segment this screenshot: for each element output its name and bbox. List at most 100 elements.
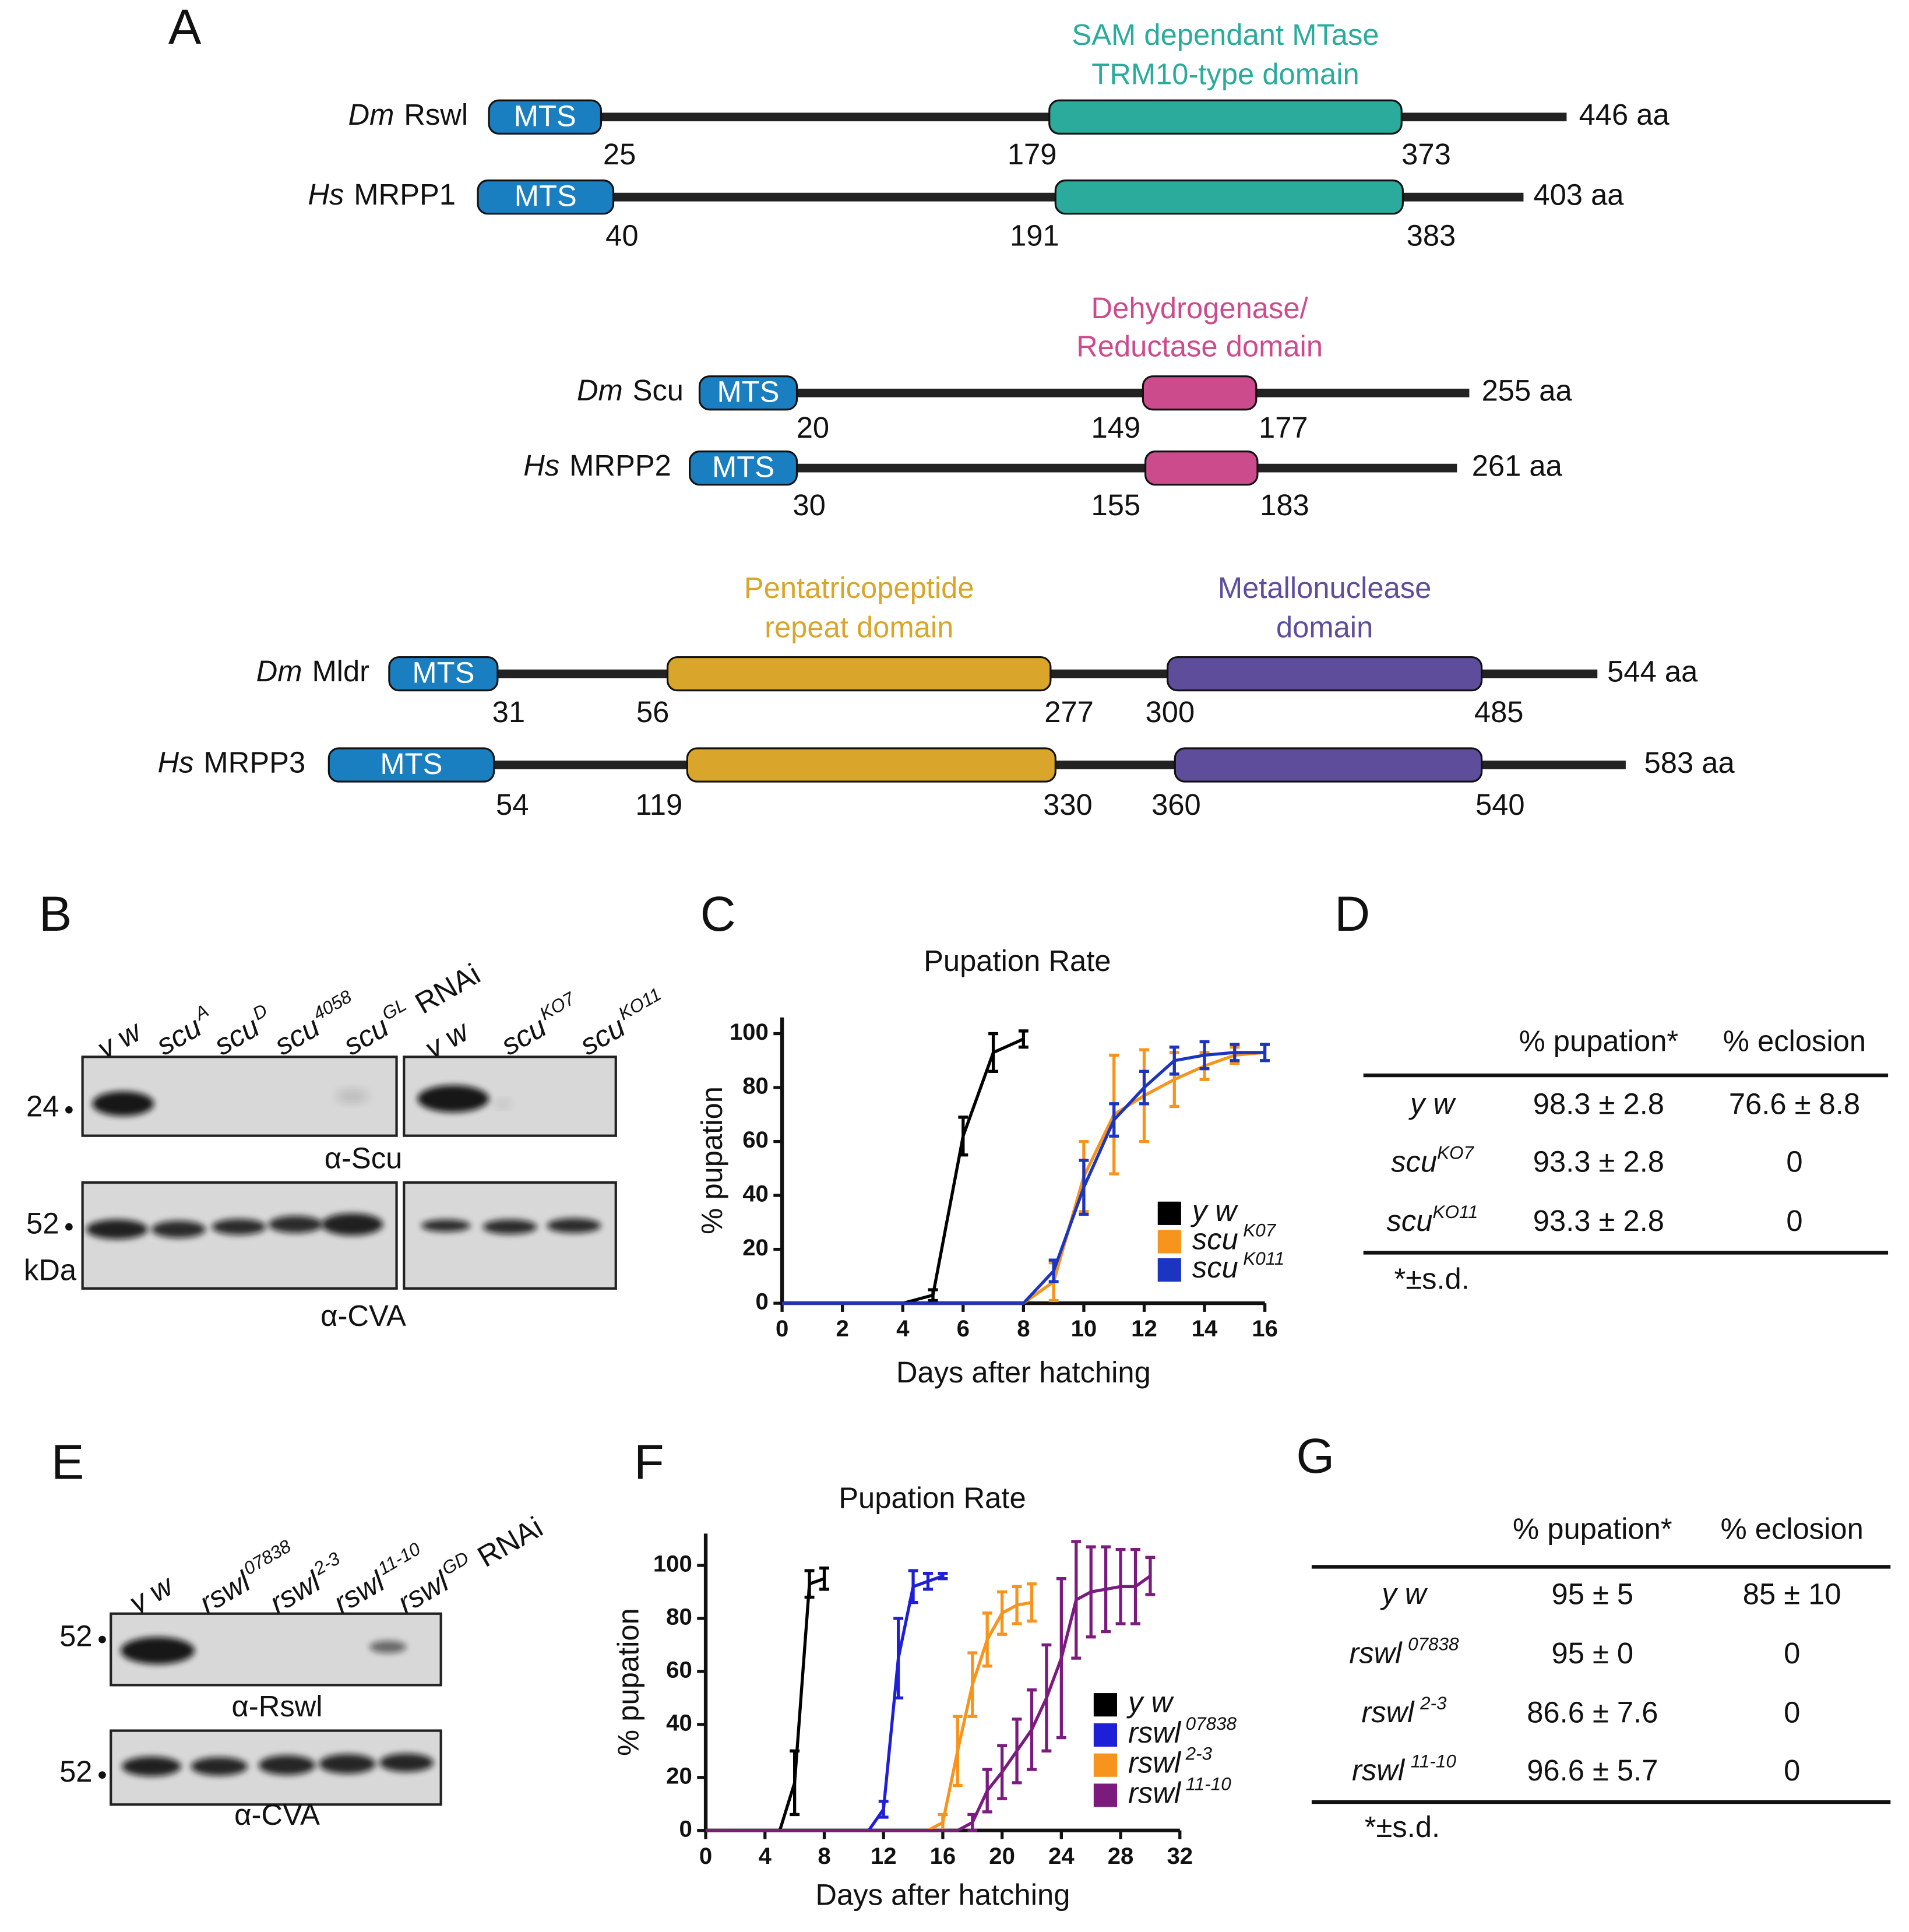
legend-label: scu K011	[1192, 1248, 1284, 1285]
table-footnote: *±s.d.	[1394, 1262, 1470, 1295]
table-footnote: *±s.d.	[1365, 1810, 1440, 1843]
error-bar	[908, 1569, 918, 1604]
blot-band	[417, 1085, 489, 1113]
error-bar	[1079, 1159, 1089, 1216]
error-bar	[819, 1566, 829, 1591]
table-genotype-part: 07838	[1408, 1634, 1459, 1654]
y-tick-label: 0	[679, 1815, 692, 1842]
domain-box	[1142, 375, 1258, 411]
residue-position: 383	[1407, 219, 1456, 252]
table-genotype: y w	[1408, 1087, 1456, 1120]
lane-label-part: 07838	[240, 1536, 295, 1579]
y-tick-label: 40	[742, 1181, 769, 1207]
domain-box	[1167, 656, 1483, 692]
legend-label-part: scu	[1192, 1251, 1238, 1284]
protein-name-part: MRPP1	[354, 178, 456, 212]
mw-dot	[98, 1635, 106, 1644]
domain-box	[1144, 451, 1259, 486]
x-tick-label: 12	[1131, 1315, 1157, 1342]
error-bar	[1199, 1040, 1210, 1071]
domain-title: SAM dependant MTase	[1072, 18, 1379, 51]
mw-marker: 52	[59, 1619, 92, 1652]
y-tick-label: 20	[742, 1234, 769, 1261]
domain-box	[1054, 180, 1404, 215]
error-bar	[1086, 1545, 1096, 1639]
legend-label-part: 07838	[1186, 1713, 1237, 1734]
table-genotype-part: 11-10	[1411, 1751, 1457, 1771]
protein-name: Dm Mldr	[256, 655, 370, 688]
x-tick-label: 8	[818, 1843, 830, 1869]
table-genotype-part: scu	[1391, 1145, 1437, 1178]
mw-dot	[98, 1771, 106, 1779]
table-genotype-part: rswl	[1349, 1637, 1403, 1670]
table-genotype-part: KO11	[1432, 1202, 1478, 1222]
residue-position: 330	[1043, 788, 1093, 821]
protein-name-part: Scu	[633, 374, 684, 407]
x-axis-label: Days after hatching	[896, 1356, 1151, 1389]
chart-title: Pupation Rate	[924, 944, 1111, 977]
residue-position: 485	[1474, 695, 1524, 729]
error-bar	[1101, 1545, 1111, 1634]
series-line	[706, 1574, 943, 1832]
x-tick-label: 20	[989, 1843, 1015, 1869]
legend-swatch	[1093, 1753, 1117, 1777]
blot-band	[92, 1091, 154, 1116]
table-cell: 0	[1784, 1695, 1800, 1729]
x-tick-label: 14	[1192, 1315, 1218, 1342]
legend-swatch	[1157, 1201, 1181, 1225]
table-cell: 95 ± 5	[1551, 1578, 1633, 1611]
blot-band	[321, 1213, 383, 1236]
panel-label: C	[700, 886, 736, 941]
protein-length: 261 aa	[1472, 449, 1563, 483]
error-bar	[967, 1651, 978, 1718]
error-bar	[952, 1715, 963, 1787]
error-bar	[988, 1032, 999, 1073]
legend-swatch	[1093, 1693, 1117, 1717]
table-genotype-part: y w	[1380, 1578, 1428, 1611]
lane-label: scuA	[149, 1000, 220, 1061]
error-bar	[938, 1813, 948, 1832]
error-bar	[923, 1571, 933, 1591]
protein-name-part: Hs	[523, 449, 559, 483]
y-tick-label: 40	[666, 1709, 692, 1736]
table-header: % eclosion	[1721, 1512, 1864, 1546]
y-tick-label: 80	[742, 1073, 769, 1099]
table-cell: 98.3 ± 2.8	[1533, 1087, 1664, 1120]
legend-swatch	[1157, 1258, 1181, 1282]
domain-title: Metallonuclease	[1218, 571, 1432, 604]
blot-band	[482, 1219, 537, 1234]
legend-label-part: rswl	[1128, 1746, 1182, 1779]
protein-name-part: Dm	[577, 374, 623, 407]
residue-position: 277	[1044, 695, 1094, 729]
protein-length: 403 aa	[1533, 178, 1624, 212]
error-bar	[958, 1115, 968, 1157]
x-axis-label: Days after hatching	[815, 1878, 1070, 1911]
residue-position: 360	[1151, 788, 1201, 821]
error-bar	[1027, 1582, 1037, 1623]
mw-marker: 52	[59, 1755, 92, 1788]
series-line	[706, 1601, 1032, 1832]
error-bar	[804, 1569, 815, 1599]
y-tick-label: 60	[742, 1127, 769, 1153]
error-bar	[1260, 1043, 1270, 1062]
blot-band	[212, 1219, 266, 1235]
x-tick-label: 16	[930, 1843, 956, 1869]
x-tick-label: 6	[957, 1315, 970, 1342]
mts-label: MTS	[717, 375, 779, 409]
chart-title: Pupation Rate	[839, 1481, 1026, 1515]
mts-label: MTS	[515, 180, 577, 213]
panel-label: D	[1334, 886, 1370, 941]
error-bar	[1018, 1029, 1029, 1049]
blot-membrane	[403, 1181, 617, 1290]
protein-name-part: MRPP2	[569, 449, 671, 483]
table-genotype: rswl 11-10	[1352, 1751, 1456, 1787]
panel-label: A	[168, 0, 202, 54]
legend-label: y w	[1191, 1194, 1238, 1227]
table-cell: 85 ± 10	[1743, 1578, 1841, 1611]
antibody-label: α-CVA	[320, 1299, 406, 1332]
table-genotype: rswl 2-3	[1361, 1693, 1447, 1729]
table-cell: 96.6 ± 5.7	[1527, 1754, 1658, 1787]
mts-label: MTS	[412, 656, 474, 689]
x-tick-label: 16	[1252, 1315, 1278, 1342]
domain-title: Dehydrogenase/	[1091, 291, 1308, 325]
